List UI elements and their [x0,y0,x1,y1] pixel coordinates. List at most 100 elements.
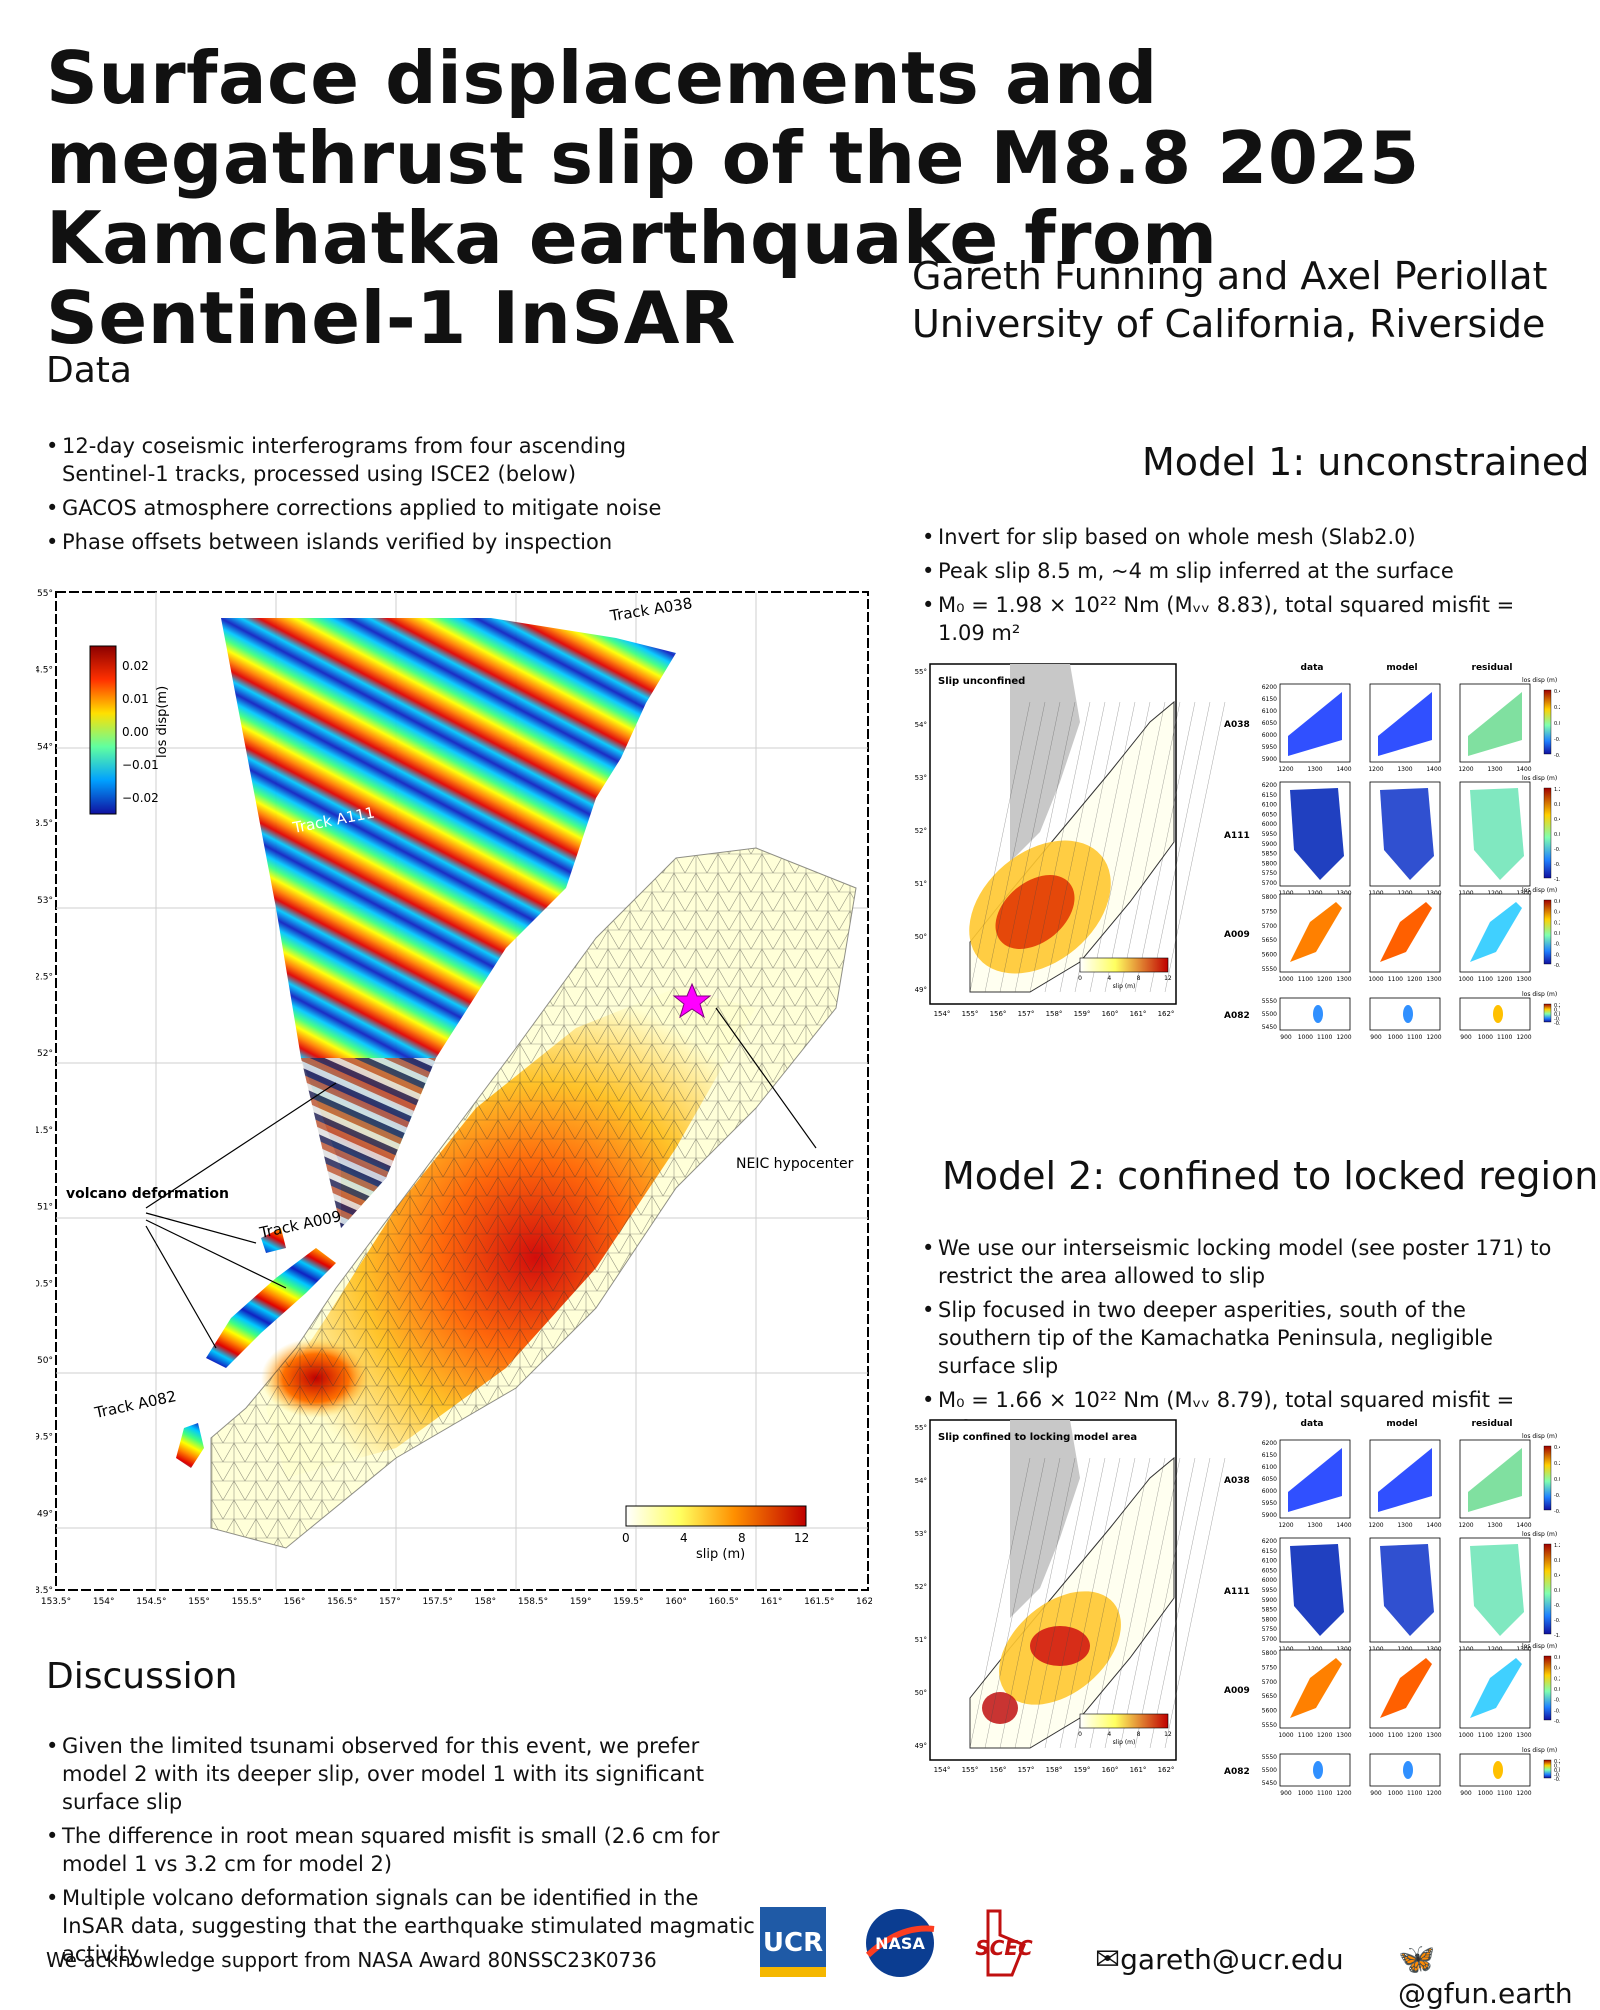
panel-xtick: 1200 [1307,1646,1322,1653]
model2-heading: Model 2: confined to locked region [942,1154,1599,1198]
model-slip-bar [1079,957,1169,973]
lon-tick: 160° [665,1597,687,1607]
mesh-line [969,701,1031,993]
mesh-line [1164,701,1226,993]
small-lon-tick: 154° [934,1010,951,1018]
mesh-line [1104,701,1166,993]
panel-swath [1380,788,1434,880]
panel-colorbar [1543,1655,1552,1721]
lon-tick: 162° [856,1597,872,1607]
panel-ytick: 5700 [1262,1636,1277,1643]
panel-xtick: 1000 [1368,1732,1383,1739]
panel-cb-tick: 0.0 [1554,832,1560,838]
acknowledgement: We acknowledge support from NASA Award 8… [46,1948,657,1972]
small-lon-tick: 158° [1046,1766,1063,1774]
lon-tick: 158° [474,1597,496,1607]
panel-xtick: 1200 [1278,1522,1293,1529]
panel-xtick: 1300 [1516,976,1531,983]
panel-cb-tick: 0.4 [1554,1445,1560,1451]
panel-colorbar [1543,1003,1552,1023]
panel-xtick: 1200 [1516,1790,1531,1797]
slip-tick: 12 [794,1531,809,1545]
los-colorbar-ticks: 0.02 0.01 0.00 −0.01 −0.02 [122,659,159,805]
panel-cb-tick: -0.8 [1554,862,1560,868]
panel-xtick: 1100 [1368,890,1383,897]
scec-logo-text: SCEC [975,1936,1033,1960]
envelope-icon: ✉ [1095,1942,1121,1977]
panel-xtick: 1300 [1426,1646,1441,1653]
panel-ytick: 5450 [1262,1024,1277,1031]
panel-xtick: 1200 [1487,1646,1502,1653]
panel-ytick: 5500 [1262,1767,1277,1774]
panel-xtick: 1200 [1368,766,1383,773]
panel-cb-tick: -0.6 [1554,1719,1560,1725]
small-lon-tick: 161° [1130,1766,1147,1774]
panel-xtick: 1000 [1298,1034,1313,1041]
panel-ytick: 5800 [1262,1650,1277,1657]
lat-tick: 55° [37,589,53,599]
lat-tick: 54.5° [36,666,53,676]
panel-cb-tick: -0.2 [1554,942,1560,948]
panel-ytick: 6200 [1262,1538,1277,1545]
los-tick: −0.01 [122,758,159,772]
panel-cb-tick: 0.1 [1554,1764,1560,1770]
lat-tick: 53° [37,896,53,906]
panel-xtick: 1200 [1516,1034,1531,1041]
contact-email[interactable]: ✉gareth@ucr.edu [1095,1942,1344,1977]
data-bullets: 12-day coseismic interferograms from fou… [46,432,726,562]
panel-xtick: 1200 [1317,1732,1332,1739]
lat-tick-labels: 55° 54.5° 54° 53.5° 53° 52.5° 52° 51.5° 51° 50.5°… [36,589,53,1596]
small-lon-tick: 155° [962,1010,979,1018]
lon-tick: 155.5° [232,1597,262,1607]
lat-tick: 54° [37,742,53,752]
panel-swath [1493,1005,1503,1023]
affiliation: University of California, Riverside [912,302,1546,346]
panel-cb-tick: -0.4 [1554,952,1560,958]
small-lon-tick: 162° [1158,1010,1175,1018]
hypocenter-label: NEIC hypocenter [736,1156,854,1172]
track-row-label: A038 [1224,1476,1250,1486]
panel-xtick: 1200 [1426,1034,1441,1041]
mesh-line [984,1457,1046,1749]
panel-xtick: 1200 [1336,1790,1351,1797]
panel-xtick: 1300 [1426,976,1441,983]
small-lat-tick: 51° [915,880,927,888]
panel-xtick: 1300 [1307,766,1322,773]
panel-cb-tick: 0.2 [1554,1676,1560,1682]
panel-cb-tick: 0.2 [1554,1003,1560,1009]
panel-ytick: 6050 [1262,1476,1277,1483]
panel-xtick: 1100 [1278,890,1293,897]
panel-xtick: 1300 [1487,766,1502,773]
lat-tick: 49.5° [36,1433,53,1443]
panel-xtick: 900 [1280,1034,1292,1041]
panel-ytick: 5450 [1262,1780,1277,1787]
panel-ytick: 5850 [1262,851,1277,858]
mesh-line [1074,701,1136,993]
panel-ytick: 5600 [1262,1708,1277,1715]
small-lat-tick: 49° [915,1742,927,1750]
panel-cb-tick: 0.6 [1554,1655,1560,1661]
small-lon-tick: 155° [962,1766,979,1774]
panel-swath [1403,1005,1413,1023]
panel-ytick: 6200 [1262,1440,1277,1447]
panel-cb-tick: 0.4 [1554,1573,1560,1579]
mesh-line [1149,701,1211,993]
insar-swath-fine [301,1058,436,1228]
slip-colorbar-label: slip (m) [696,1547,745,1562]
insar-slip-map: NEIC hypocenter volcano deformation Trac… [36,589,872,1607]
panel-swath [1380,1544,1434,1636]
panel-swath [1378,1448,1432,1512]
lat-tick: 52° [37,1049,53,1059]
lon-tick: 157° [379,1597,401,1607]
mesh-line [984,701,1046,993]
panel-cb-tick: 0.4 [1554,817,1560,823]
panel-swath [1313,1761,1323,1779]
panel-swath [1470,902,1522,962]
panel-xtick: 900 [1460,1790,1472,1797]
panel-ytick: 5500 [1262,1011,1277,1018]
panel-column-header: model [1386,663,1417,673]
panel-ytick: 5750 [1262,870,1277,877]
panel-colorbar [1543,689,1552,755]
panel-cb-tick: 0.2 [1554,1461,1560,1467]
panel-cb-tick: 0.0 [1554,1477,1560,1483]
